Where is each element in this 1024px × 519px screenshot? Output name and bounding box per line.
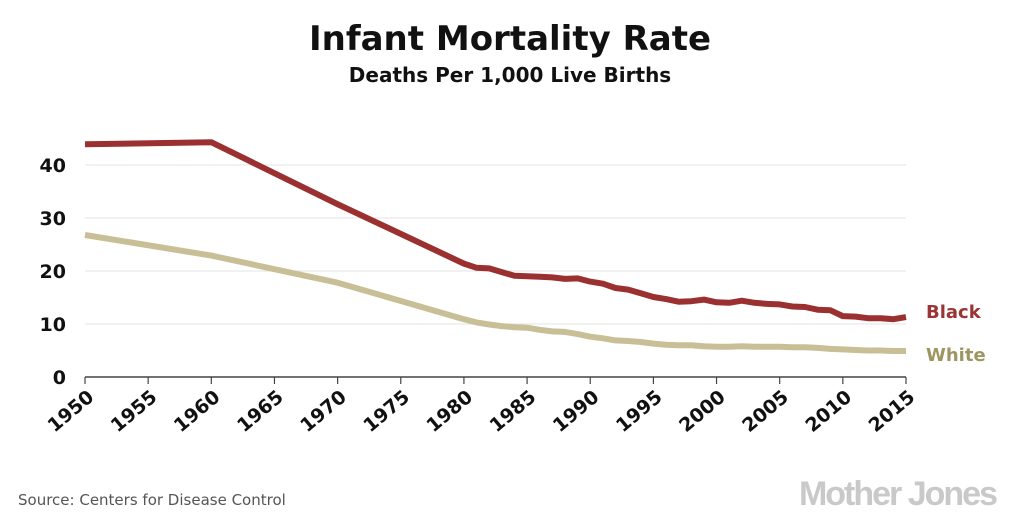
x-tick-label: 2015 — [865, 386, 920, 437]
y-tick-label: 40 — [40, 155, 66, 177]
x-tick-label: 1995 — [612, 386, 667, 437]
mother-jones-logo: Mother Jones — [799, 475, 997, 513]
series-line-black — [84, 139, 907, 323]
x-tick-label: 1955 — [107, 386, 162, 437]
x-tick-label: 1950 — [44, 386, 99, 437]
series-lines — [84, 139, 907, 354]
legend: Black White — [926, 302, 986, 366]
x-tick-label: 2005 — [738, 386, 793, 437]
series-line-white — [84, 232, 906, 354]
chart-subtitle: Deaths Per 1,000 Live Births — [349, 63, 671, 87]
x-tick-label: 1975 — [359, 386, 414, 437]
x-tick-label: 2000 — [675, 386, 730, 437]
legend-label-white: White — [926, 345, 986, 366]
y-tick-label: 20 — [40, 261, 66, 283]
x-tick-label: 1960 — [170, 386, 225, 437]
x-tick-label: 1990 — [549, 386, 604, 437]
x-tick-label: 1970 — [296, 386, 351, 437]
y-tick-label: 10 — [40, 314, 66, 336]
y-tick-label: 0 — [53, 367, 66, 389]
legend-label-black: Black — [926, 302, 982, 323]
y-tick-label: 30 — [40, 208, 66, 230]
x-tick-label: 2010 — [801, 386, 856, 437]
x-tick-label: 1965 — [233, 386, 288, 437]
x-tick-label: 1985 — [486, 386, 541, 437]
y-axis-ticks: 0 10 20 30 40 — [40, 155, 66, 389]
chart-title: Infant Mortality Rate — [309, 19, 711, 59]
gridlines — [85, 164, 906, 325]
source-note: Source: Centers for Disease Control — [18, 491, 286, 509]
x-tick-label: 1980 — [422, 386, 477, 437]
x-axis: 1950 1955 1960 1965 1970 1975 1980 1985 1990 1995… — [44, 376, 920, 437]
